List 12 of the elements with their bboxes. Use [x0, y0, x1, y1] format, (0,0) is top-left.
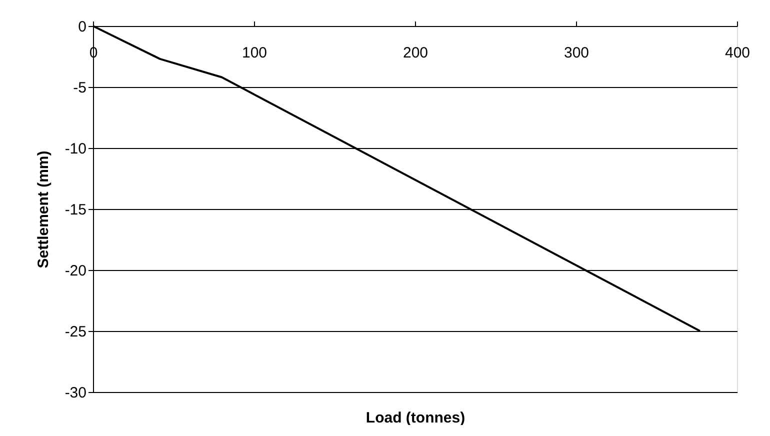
y-tick-label: -10	[64, 140, 86, 158]
x-tick-label: 200	[402, 44, 428, 62]
y-tick-label: -25	[64, 324, 86, 340]
x-tick-label: 100	[242, 44, 268, 62]
y-tick-label: -15	[64, 202, 86, 218]
y-tick-label: -5	[73, 80, 86, 96]
y-axis-title: Settlement (mm)	[34, 150, 52, 268]
x-tick-label: 400	[724, 44, 750, 62]
y-tick-label: -20	[64, 262, 86, 280]
y-tick-label: -30	[64, 384, 86, 402]
x-tick-label: 300	[564, 44, 590, 62]
y-tick-label: 0	[78, 18, 86, 36]
